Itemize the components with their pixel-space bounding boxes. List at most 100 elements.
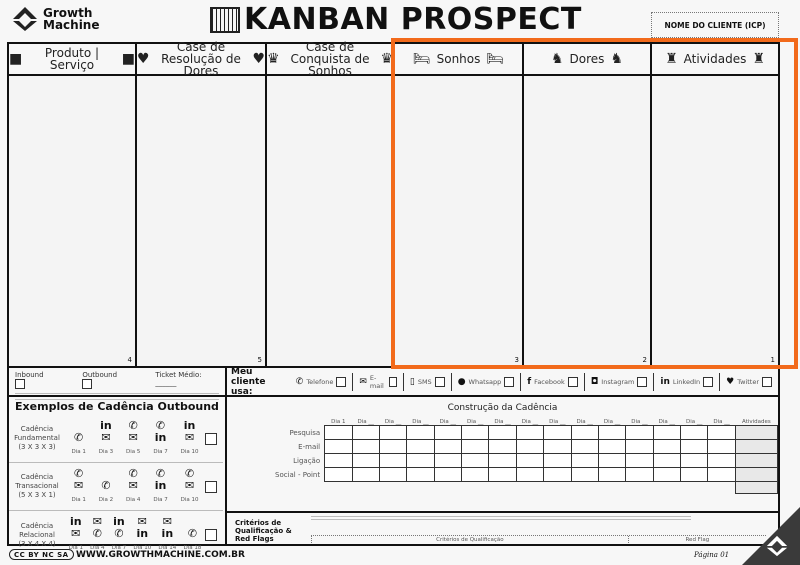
grid-cell[interactable] — [707, 425, 736, 440]
grid-cell[interactable] — [543, 439, 572, 454]
channel-checkbox[interactable] — [434, 376, 445, 387]
grid-cell[interactable] — [433, 439, 463, 454]
grid-cell[interactable] — [652, 439, 682, 454]
activities-total-cell[interactable] — [734, 481, 779, 494]
grid-cell[interactable] — [543, 467, 572, 482]
grid-cell[interactable] — [652, 453, 682, 468]
column-body[interactable]: 4 — [9, 76, 135, 366]
grid-cell[interactable] — [351, 425, 380, 440]
channel-sms[interactable]: ▯ SMS — [402, 372, 451, 391]
grid-cell[interactable] — [324, 467, 353, 482]
grid-cell[interactable] — [652, 425, 682, 440]
grid-cell[interactable] — [460, 439, 490, 454]
grid-cell[interactable] — [515, 453, 545, 468]
fine-print — [15, 393, 219, 401]
grid-cell[interactable] — [324, 453, 353, 468]
activities-cell[interactable] — [734, 467, 779, 482]
grid-cell[interactable] — [543, 425, 572, 440]
grid-cell[interactable] — [488, 425, 517, 440]
outbound-checkbox[interactable] — [82, 379, 93, 389]
outbound-option[interactable]: Outbound — [82, 371, 125, 389]
grid-cell[interactable] — [406, 467, 435, 482]
grid-cell[interactable] — [351, 439, 380, 454]
grid-cell[interactable] — [351, 467, 380, 482]
website-link[interactable]: WWW.GROWTHMACHINE.COM.BR — [76, 550, 245, 560]
grid-cell[interactable] — [707, 453, 736, 468]
grid-cell[interactable] — [406, 439, 435, 454]
grid-cell[interactable] — [570, 439, 599, 454]
grid-cell[interactable] — [515, 439, 545, 454]
client-name-field[interactable]: NOME DO CLIENTE (ICP) — [651, 12, 779, 38]
qualification-field[interactable]: Critérios de Qualificação — [311, 536, 628, 543]
channel-facebook[interactable]: f Facebook — [520, 372, 583, 391]
grid-cell[interactable] — [570, 453, 599, 468]
grid-cell[interactable] — [515, 425, 545, 440]
grid-cell[interactable] — [625, 425, 654, 440]
activities-cell[interactable] — [734, 439, 779, 454]
inbound-option[interactable]: Inbound — [15, 371, 52, 389]
channel-whatsapp[interactable]: ● Whatsapp — [450, 372, 521, 391]
grid-cell[interactable] — [433, 425, 463, 440]
grid-cell[interactable] — [460, 467, 490, 482]
grid-cell[interactable] — [488, 453, 517, 468]
grid-cell[interactable] — [324, 439, 353, 454]
grid-cell[interactable] — [488, 439, 517, 454]
channel-checkbox[interactable] — [567, 376, 578, 387]
grid-cell[interactable] — [324, 425, 353, 440]
channel-checkbox[interactable] — [703, 376, 714, 387]
channel-instagram[interactable]: ◘ Instagram — [583, 372, 654, 391]
grid-cell[interactable] — [570, 425, 599, 440]
cadence-checkbox[interactable] — [205, 432, 217, 445]
grid-cell[interactable] — [597, 439, 627, 454]
grid-cell[interactable] — [597, 467, 627, 482]
grid-cell[interactable] — [378, 453, 408, 468]
grid-cell[interactable] — [433, 453, 463, 468]
channel-checkbox[interactable] — [504, 376, 515, 387]
activities-cell[interactable] — [734, 425, 779, 440]
red-flag-field[interactable]: Red Flag — [627, 536, 766, 543]
grid-cell[interactable] — [570, 467, 599, 482]
column-body[interactable]: 3 — [395, 76, 522, 366]
channel-checkbox[interactable] — [336, 376, 347, 387]
column-body[interactable]: 1 — [652, 76, 778, 366]
grid-cell[interactable] — [378, 467, 408, 482]
grid-cell[interactable] — [378, 425, 408, 440]
channel-e-mail[interactable]: ✉ E-mail — [352, 372, 402, 391]
channel-telefone[interactable]: ✆ Telefone — [290, 373, 353, 391]
grid-cell[interactable] — [625, 453, 654, 468]
grid-cell[interactable] — [679, 425, 709, 440]
grid-cell[interactable] — [406, 425, 435, 440]
column-body[interactable] — [267, 76, 393, 366]
grid-cell[interactable] — [351, 453, 380, 468]
grid-cell[interactable] — [378, 439, 408, 454]
grid-cell[interactable] — [597, 453, 627, 468]
grid-cell[interactable] — [679, 439, 709, 454]
grid-cell[interactable] — [460, 425, 490, 440]
grid-cell[interactable] — [679, 467, 709, 482]
grid-cell[interactable] — [707, 467, 736, 482]
grid-cell[interactable] — [460, 453, 490, 468]
grid-cell[interactable] — [625, 439, 654, 454]
cadence-checkbox[interactable] — [205, 480, 217, 493]
grid-cell[interactable] — [406, 453, 435, 468]
channel-checkbox[interactable] — [388, 376, 397, 387]
ticket-medio-field[interactable]: Ticket Médio: ______ — [155, 371, 202, 387]
channel-checkbox[interactable] — [637, 376, 648, 387]
column-body[interactable]: 2 — [524, 76, 650, 366]
cadence-checkbox[interactable] — [205, 529, 217, 541]
grid-cell[interactable] — [707, 439, 736, 454]
grid-cell[interactable] — [597, 425, 627, 440]
activities-cell[interactable] — [734, 453, 779, 468]
channel-checkbox[interactable] — [762, 376, 772, 387]
channel-twitter[interactable]: ♥ Twitter — [719, 372, 778, 391]
grid-cell[interactable] — [652, 467, 682, 482]
grid-cell[interactable] — [679, 453, 709, 468]
grid-cell[interactable] — [488, 467, 517, 482]
grid-cell[interactable] — [515, 467, 545, 482]
grid-cell[interactable] — [543, 453, 572, 468]
grid-cell[interactable] — [625, 467, 654, 482]
column-body[interactable]: 5 — [137, 76, 265, 366]
inbound-checkbox[interactable] — [15, 379, 25, 389]
channel-linkedin[interactable]: in LinkedIn — [653, 372, 719, 391]
grid-cell[interactable] — [433, 467, 463, 482]
